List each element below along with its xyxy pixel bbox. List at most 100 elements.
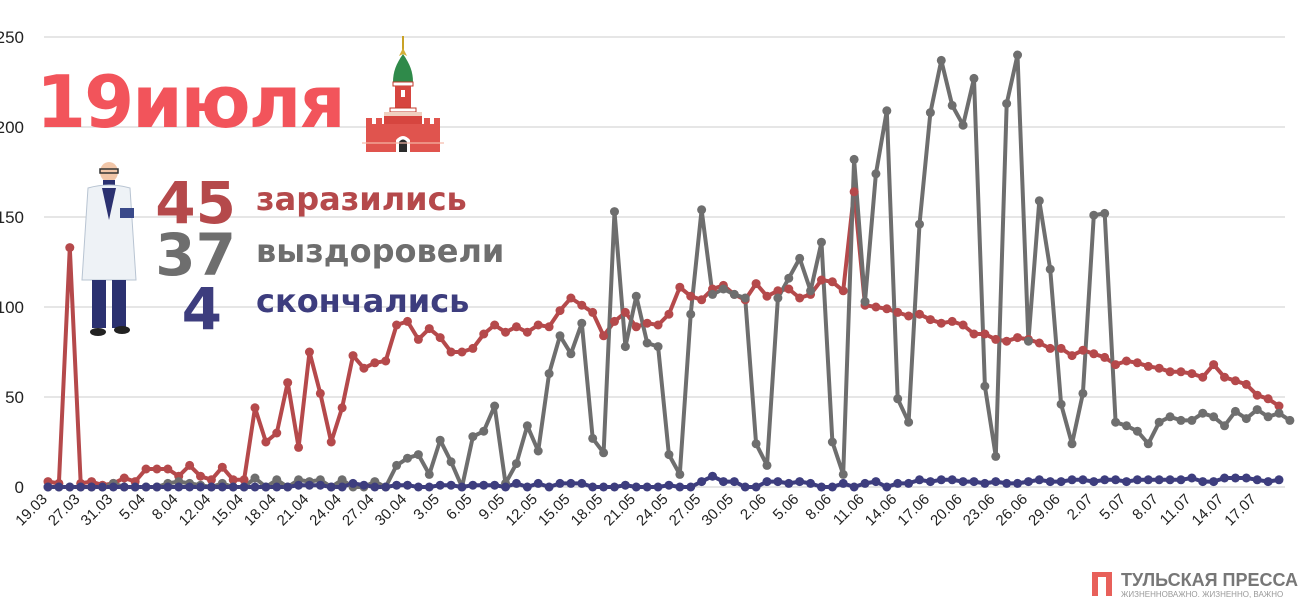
data-point-recovered [816, 237, 826, 247]
data-point-deaths [337, 482, 347, 492]
infected-label: заразились [256, 180, 467, 218]
data-point-deaths [729, 477, 739, 487]
data-point-recovered [675, 469, 685, 479]
data-point-infected [882, 304, 892, 314]
data-point-deaths [860, 478, 870, 488]
data-point-recovered [686, 309, 696, 319]
data-point-deaths [359, 480, 369, 490]
x-tick-label: 8.07 [1129, 491, 1162, 524]
data-point-deaths [1187, 473, 1197, 483]
data-point-infected [152, 464, 162, 474]
data-point-recovered [827, 437, 837, 447]
chart-grid [44, 36, 1285, 488]
data-point-infected [261, 437, 271, 447]
data-point-recovered [1089, 210, 1099, 220]
data-point-recovered [435, 435, 445, 445]
data-point-deaths [87, 482, 97, 492]
data-point-infected [784, 284, 794, 294]
data-point-infected [915, 309, 925, 319]
data-point-recovered [588, 433, 598, 443]
data-point-deaths [261, 482, 271, 492]
data-point-recovered [1132, 426, 1142, 436]
data-point-infected [925, 315, 935, 325]
data-point-deaths [653, 482, 663, 492]
data-point-deaths [65, 482, 75, 492]
data-point-deaths [773, 477, 783, 487]
data-point-deaths [904, 478, 914, 488]
data-point-infected [675, 282, 685, 292]
tulskaya-pressa-logo[interactable]: ТУЛЬСКАЯ ПРЕССА ЖИЗНЕННОВАЖНО. ЖИЗНЕННО,… [1090, 570, 1300, 600]
data-point-deaths [915, 475, 925, 485]
data-point-recovered [272, 475, 282, 485]
data-point-deaths [893, 478, 903, 488]
data-point-infected [686, 291, 696, 301]
data-point-recovered [1067, 439, 1077, 449]
data-point-infected [501, 327, 511, 337]
data-point-deaths [152, 482, 162, 492]
data-point-recovered [1154, 417, 1164, 427]
data-point-deaths [402, 480, 412, 490]
data-point-deaths [697, 477, 707, 487]
data-point-infected [522, 327, 532, 337]
data-point-recovered [871, 169, 881, 179]
data-point-infected [359, 363, 369, 373]
data-point-deaths [958, 477, 968, 487]
data-point-deaths [1002, 478, 1012, 488]
data-point-infected [1013, 333, 1023, 343]
data-point-deaths [326, 482, 336, 492]
x-tick-label: 27.04 [339, 491, 378, 530]
data-point-deaths [642, 482, 652, 492]
data-point-deaths [991, 477, 1001, 487]
data-point-deaths [283, 482, 293, 492]
x-tick-label: 5.04 [116, 491, 149, 524]
data-point-recovered [1013, 50, 1023, 60]
data-point-recovered [729, 289, 739, 299]
doctor-figure-icon [81, 162, 137, 336]
data-point-infected [1121, 356, 1131, 366]
data-point-infected [424, 324, 434, 334]
data-point-recovered [893, 394, 903, 404]
data-point-infected [577, 300, 587, 310]
data-point-infected [206, 475, 216, 485]
data-point-recovered [392, 460, 402, 470]
data-point-deaths [1023, 477, 1033, 487]
data-point-recovered [904, 417, 914, 427]
data-point-infected [827, 277, 837, 287]
data-point-recovered [250, 473, 260, 483]
data-point-infected [588, 307, 598, 317]
y-tick-label: 50 [5, 388, 24, 407]
brand-name: ТУЛЬСКАЯ ПРЕССА [1121, 570, 1299, 590]
x-tick-label: 23.06 [960, 491, 999, 530]
data-point-deaths [849, 482, 859, 492]
data-point-recovered [424, 469, 434, 479]
x-tick-label: 17.06 [895, 491, 934, 530]
data-point-infected [642, 318, 652, 328]
data-point-infected [65, 243, 75, 253]
data-point-recovered [1100, 208, 1110, 218]
data-point-infected [511, 322, 521, 332]
data-point-infected [751, 279, 761, 289]
data-point-deaths [522, 482, 532, 492]
x-tick-label: 15.05 [535, 491, 574, 530]
data-point-infected [936, 318, 946, 328]
data-point-infected [490, 320, 500, 330]
data-point-recovered [838, 469, 848, 479]
data-point-deaths [501, 482, 511, 492]
data-point-deaths [174, 482, 184, 492]
data-point-deaths [43, 482, 53, 492]
data-point-infected [250, 403, 260, 413]
data-point-infected [283, 378, 293, 388]
data-point-deaths [163, 482, 173, 492]
x-tick-label: 29.06 [1025, 491, 1064, 530]
data-point-recovered [1285, 415, 1295, 425]
data-point-recovered [1263, 412, 1273, 422]
x-tick-label: 14.06 [862, 491, 901, 530]
data-point-recovered [958, 120, 968, 130]
data-point-infected [980, 329, 990, 339]
data-point-recovered [718, 284, 728, 294]
data-point-deaths [1143, 475, 1153, 485]
data-point-recovered [795, 253, 805, 263]
data-point-infected [294, 442, 304, 452]
data-point-recovered [533, 446, 543, 456]
data-point-deaths [446, 480, 456, 490]
